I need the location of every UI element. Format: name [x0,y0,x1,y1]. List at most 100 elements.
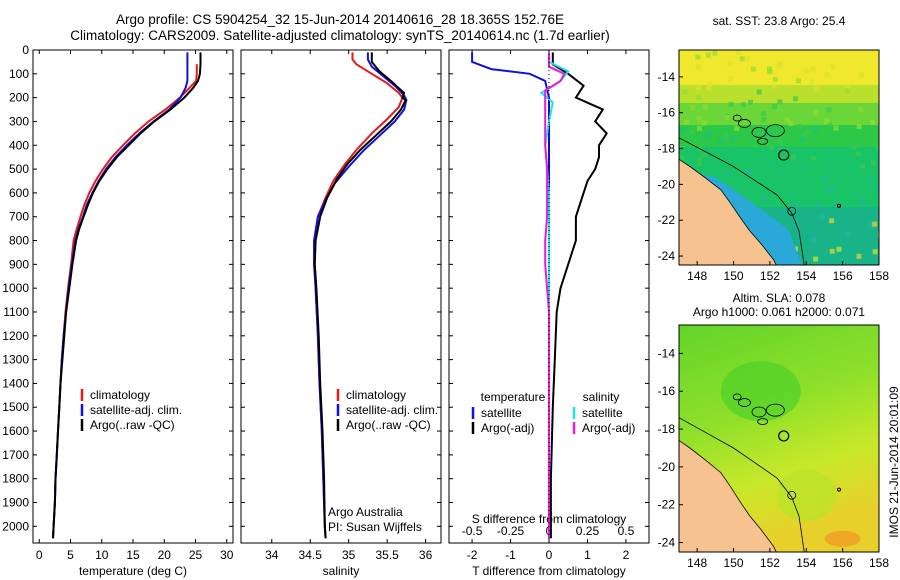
sst-speck [745,55,751,61]
sst-speck [828,187,834,193]
ytick-label: 1100 [3,305,29,319]
sst-speck [829,218,835,224]
sst-speck [777,99,783,105]
sst-speck [868,222,874,228]
sst-speck [740,182,746,188]
ytick-label: 1700 [2,448,29,462]
sst-speck [735,50,741,56]
sst-speck [877,232,879,238]
small-island [837,487,841,492]
ytick-label: 0 [22,43,29,57]
sst-speck [801,132,807,138]
sst-speck [716,140,722,146]
reef-outline [732,393,742,401]
sst-map-ytick-label: -16 [658,106,676,120]
sst-speck [697,156,703,162]
sst-speck [762,156,768,162]
sst-speck [860,178,866,184]
sst-map-ytick-label: -24 [658,249,676,263]
sst-speck [776,63,782,69]
salinity-legend-label: Argo(..raw -QC) [346,418,431,432]
sst-speck [784,117,790,123]
ytick-label: 800 [9,234,29,248]
reef-outline [787,206,797,216]
sla-map-ytick-label: -24 [658,536,676,550]
credit-line-1: Argo Australia [328,505,403,519]
difference-xtick-label: 0 [546,548,553,562]
sst-speck [748,99,754,105]
sst-speck [761,111,767,117]
sst-speck [852,190,858,196]
sst-speck [767,66,773,72]
sst-speck [836,246,842,252]
salinity-legend-label: climatology [346,388,406,402]
sst-speck [771,83,777,89]
sst-speck [811,155,817,161]
small-island [837,203,841,208]
sst-map-frame [678,49,880,266]
sst-speck [683,119,689,125]
sst-speck [729,136,735,142]
sst-speck [797,124,803,130]
reef-outline [757,137,769,145]
header-line-1: Argo profile: CS 5904254_32 15-Jun-2014 … [115,12,565,27]
ytick-label: 100 [9,67,29,81]
sst-speck [761,117,767,123]
sst-speck [813,256,819,262]
sst-speck [727,60,733,66]
sla-peak [824,530,861,547]
difference-xtick-label: 2 [623,548,630,562]
sst-speck [772,76,778,82]
sst-speck [695,64,701,70]
sst-speck [777,170,783,176]
sst-map-field [679,50,879,265]
argo-position-marker [778,149,790,161]
sst-speck [819,214,825,220]
salinity-xtick-label: 35.5 [375,548,399,562]
sst-speck [855,151,861,157]
sst-speck [712,50,718,56]
sla-map-ytick-label: -20 [658,460,676,474]
sst-speck [702,104,708,110]
sst-map-xtick-label: 150 [724,269,744,283]
ytick-label: 2000 [2,519,29,533]
diff-legend-title-temperature: temperature [481,390,546,404]
temperature-xtick-label: 15 [126,548,140,562]
sst-speck [740,102,746,108]
sla-low [720,361,801,422]
sst-speck [788,121,794,127]
sst-speck [700,152,706,158]
sst-speck [845,231,851,237]
isobath-contour [679,417,805,552]
diff-legend-label: satellite [582,406,623,420]
sst-speck [829,248,835,254]
ytick-label: 200 [9,91,29,105]
sla-map-ytick-label: -14 [658,346,676,360]
sla-map-ytick-label: -18 [658,422,676,436]
difference-xtick-label: -1 [505,548,516,562]
sst-map-panel: 148 150 152 154 156 158 -14 -16 -18 -20 -22 -24 sat.… [658,14,890,283]
land-mass [679,158,777,265]
ytick-label: 1600 [2,424,29,438]
sst-speck [696,125,702,131]
sst-speck [799,136,805,142]
sst-speck [791,154,797,160]
salinity-legend-label: satellite-adj. clim. [346,403,438,417]
sst-speck [696,115,702,121]
sst-speck [835,199,841,205]
sst-speck [739,56,745,62]
sst-speck [868,178,874,184]
ytick-label: 1300 [2,353,29,367]
sst-speck [697,161,703,167]
salinity-xtick-label: 34 [265,548,279,562]
sst-band [679,103,879,125]
temperature-panel: 0 5 10 15 20 25 300100200300400500600700800900… [2,43,233,578]
temperature-xtick-label: 5 [67,548,74,562]
sla-map-xtick-label: 148 [687,556,707,570]
sst-speck [789,190,795,196]
sst-speck [876,145,879,151]
sst-speck [785,163,791,169]
sst-speck [761,196,767,202]
